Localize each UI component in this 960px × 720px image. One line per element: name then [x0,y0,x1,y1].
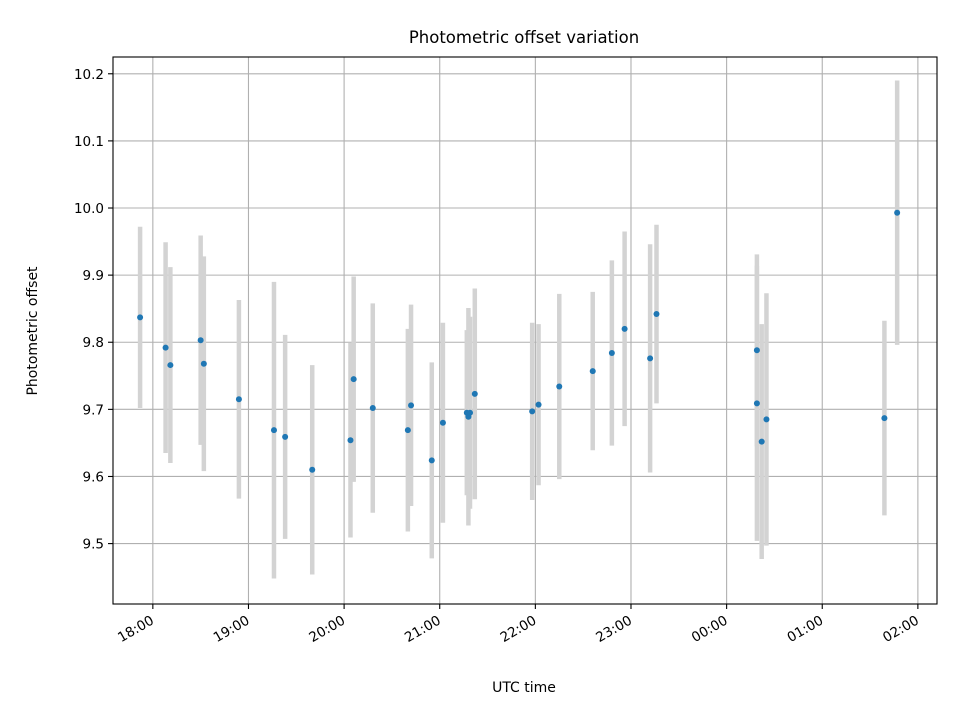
data-point [347,437,354,444]
grid-lines [113,57,937,604]
data-points [137,209,901,473]
y-tick-label: 9.5 [83,537,104,553]
y-tick-label: 9.9 [83,268,104,284]
data-point [369,405,376,412]
data-point [556,383,563,390]
data-point [529,408,536,415]
y-axis-label: Photometric offset [25,266,41,396]
data-point [137,314,144,321]
data-point [653,311,660,318]
plot-frame [112,56,938,605]
data-point [235,396,242,403]
data-point [200,360,207,367]
data-point [753,347,760,354]
data-point [647,355,654,362]
data-point [763,416,770,423]
data-point [197,337,204,344]
data-point [535,401,542,408]
data-point [589,368,596,375]
data-point [621,325,628,332]
data-point [467,409,474,416]
data-point [350,376,357,383]
data-point [404,427,411,434]
data-point [758,438,765,445]
data-point [167,362,174,369]
y-tick-label: 9.8 [83,335,104,351]
data-point [162,344,169,351]
y-tick-label: 9.7 [83,402,104,418]
y-tick-label: 10.0 [74,201,104,217]
data-point [881,415,888,422]
chart-title: Photometric offset variation [409,28,639,47]
data-point [309,466,316,473]
data-point [753,400,760,407]
data-point [428,457,435,464]
data-point [282,433,289,440]
data-point [608,349,615,356]
data-point [439,419,446,426]
y-tick-label: 10.2 [74,67,104,83]
x-axis-label: UTC time [492,680,556,696]
data-point [270,427,277,434]
data-point [408,402,415,409]
y-tick-label: 10.1 [74,134,104,150]
y-tick-label: 9.6 [83,469,104,485]
data-point [894,209,901,216]
data-point [471,390,478,397]
